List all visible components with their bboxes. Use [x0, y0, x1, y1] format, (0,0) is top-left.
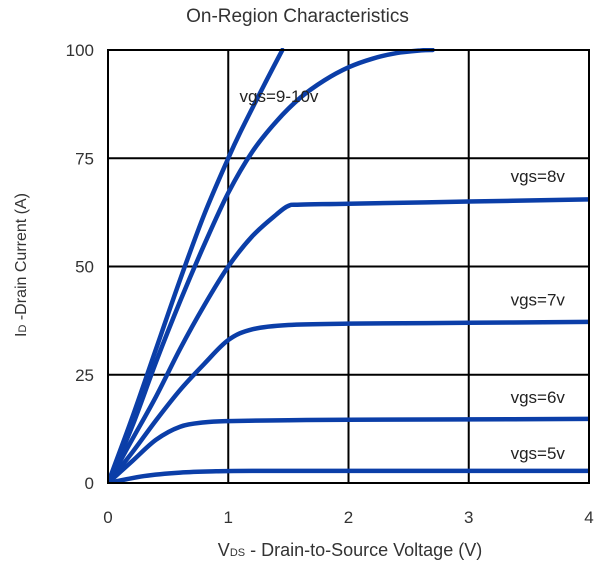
- series-line-vgs-6v: [107, 416, 590, 484]
- y-tick-label: 50: [75, 258, 94, 277]
- x-tick-label: 0: [103, 508, 112, 527]
- tick-labels: 0 1 2 3 4 0 25 50 75 100: [66, 41, 594, 527]
- series-annotation: vgs=8v: [511, 167, 566, 186]
- plot-frame: [107, 49, 590, 484]
- y-tick-label: 25: [75, 366, 94, 385]
- x-axis-label-rest: - Drain-to-Source Voltage (V): [245, 540, 483, 560]
- x-axis-label-sub: DS: [229, 547, 246, 559]
- series-annotation: vgs=7v: [511, 290, 566, 309]
- series-line-vgs-5v: [107, 468, 590, 484]
- series-line-vgs-10v: [107, 48, 285, 484]
- x-tick-label: 2: [344, 508, 353, 527]
- y-tick-label: 100: [66, 41, 94, 60]
- x-axis-label-main: V: [217, 540, 230, 560]
- series-line-vgs-9v: [107, 48, 435, 484]
- x-tick-label: 3: [464, 508, 473, 527]
- series-annotations: vgs=9-10v vgs=8v vgs=7v vgs=6v vgs=5v: [240, 87, 566, 463]
- series-annotation: vgs=5v: [511, 444, 566, 463]
- series-line-vgs-7v: [107, 319, 590, 484]
- series-group: [107, 48, 590, 484]
- x-tick-label: 1: [224, 508, 233, 527]
- chart-title: On-Region Characteristics: [186, 6, 409, 27]
- series-annotation: vgs=9-10v: [240, 87, 319, 106]
- series-line-vgs-8v: [107, 197, 590, 484]
- series-annotation: vgs=6v: [511, 388, 566, 407]
- x-tick-label: 4: [584, 508, 593, 527]
- y-tick-label: 0: [85, 474, 94, 493]
- y-tick-label: 75: [75, 149, 94, 168]
- x-axis-label: VDS - Drain-to-Source Voltage (V): [218, 540, 482, 561]
